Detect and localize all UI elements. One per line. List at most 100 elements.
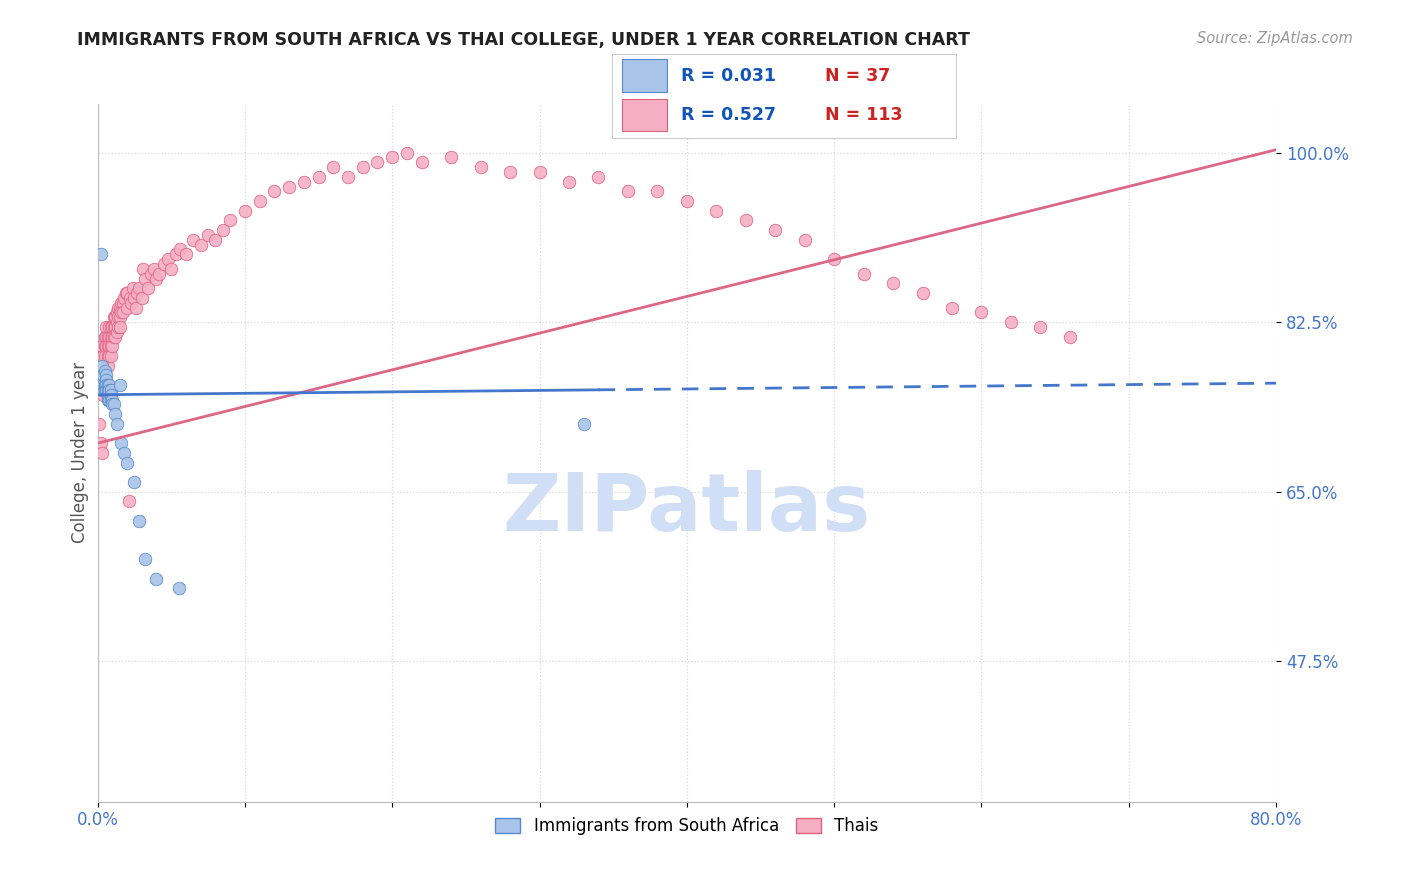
Point: [101, 329, 124, 343]
Point: [145, 572, 167, 586]
Point: [108, 320, 131, 334]
Point: [110, 295, 132, 310]
Point: [167, 582, 190, 596]
Point: [142, 261, 165, 276]
Point: [122, 281, 145, 295]
Point: [104, 310, 127, 325]
Point: [98, 378, 121, 392]
Point: [96, 383, 118, 397]
Point: [165, 247, 187, 261]
Point: [97, 383, 120, 397]
Point: [124, 291, 146, 305]
Point: [911, 286, 934, 301]
Point: [174, 247, 197, 261]
Point: [104, 407, 127, 421]
Point: [941, 301, 963, 315]
Point: [157, 252, 180, 267]
Point: [970, 305, 993, 319]
Point: [263, 185, 285, 199]
Point: [97, 392, 120, 407]
Point: [139, 267, 162, 281]
Text: R = 0.031: R = 0.031: [681, 67, 776, 85]
Point: [211, 223, 233, 237]
Point: [183, 233, 205, 247]
Point: [100, 339, 122, 353]
Point: [558, 175, 581, 189]
Point: [134, 552, 156, 566]
Point: [91, 383, 114, 397]
Point: [763, 223, 786, 237]
Point: [97, 388, 120, 402]
Point: [103, 397, 125, 411]
Point: [110, 305, 132, 319]
Point: [91, 339, 114, 353]
Point: [107, 310, 129, 325]
Point: [127, 286, 149, 301]
Point: [233, 203, 256, 218]
Point: [97, 359, 120, 373]
Point: [94, 349, 117, 363]
Point: [94, 383, 117, 397]
Point: [103, 320, 125, 334]
Point: [118, 291, 141, 305]
Point: [108, 310, 131, 325]
Point: [124, 475, 146, 489]
Point: [104, 320, 127, 334]
Point: [169, 243, 191, 257]
Point: [93, 368, 115, 383]
Point: [204, 233, 226, 247]
Point: [101, 397, 124, 411]
Point: [381, 151, 404, 165]
Point: [100, 349, 122, 363]
Point: [617, 185, 640, 199]
Point: [89, 247, 111, 261]
Point: [107, 301, 129, 315]
Point: [96, 378, 118, 392]
Point: [112, 446, 135, 460]
Point: [108, 378, 131, 392]
Point: [100, 383, 122, 397]
Point: [98, 349, 121, 363]
Point: [148, 267, 170, 281]
Point: [734, 213, 756, 227]
Point: [128, 514, 150, 528]
Point: [852, 267, 875, 281]
Point: [676, 194, 699, 208]
Point: [308, 169, 330, 184]
Point: [98, 392, 121, 407]
Text: ZIPatlas: ZIPatlas: [503, 470, 870, 548]
Point: [111, 295, 134, 310]
Point: [366, 155, 388, 169]
Point: [96, 329, 118, 343]
Y-axis label: College, Under 1 year: College, Under 1 year: [72, 362, 89, 543]
Point: [115, 301, 138, 315]
Point: [108, 301, 131, 315]
Point: [94, 378, 117, 392]
Point: [647, 185, 669, 199]
Point: [114, 286, 136, 301]
Point: [197, 227, 219, 242]
Point: [572, 417, 595, 431]
Point: [134, 271, 156, 285]
Point: [1000, 315, 1022, 329]
Point: [411, 155, 433, 169]
Point: [100, 388, 122, 402]
Point: [1059, 329, 1081, 343]
Text: Source: ZipAtlas.com: Source: ZipAtlas.com: [1197, 31, 1353, 46]
Point: [91, 446, 114, 460]
Point: [115, 456, 138, 470]
Point: [322, 160, 344, 174]
Point: [470, 160, 492, 174]
Point: [352, 160, 374, 174]
Legend: Immigrants from South Africa, Thais: Immigrants from South Africa, Thais: [489, 811, 884, 842]
Point: [112, 291, 135, 305]
Point: [125, 301, 148, 315]
Point: [105, 315, 128, 329]
Point: [94, 363, 117, 377]
Point: [395, 145, 418, 160]
Point: [1029, 320, 1052, 334]
Point: [145, 271, 167, 285]
Point: [117, 494, 139, 508]
Text: N = 113: N = 113: [825, 106, 903, 124]
Point: [499, 165, 522, 179]
